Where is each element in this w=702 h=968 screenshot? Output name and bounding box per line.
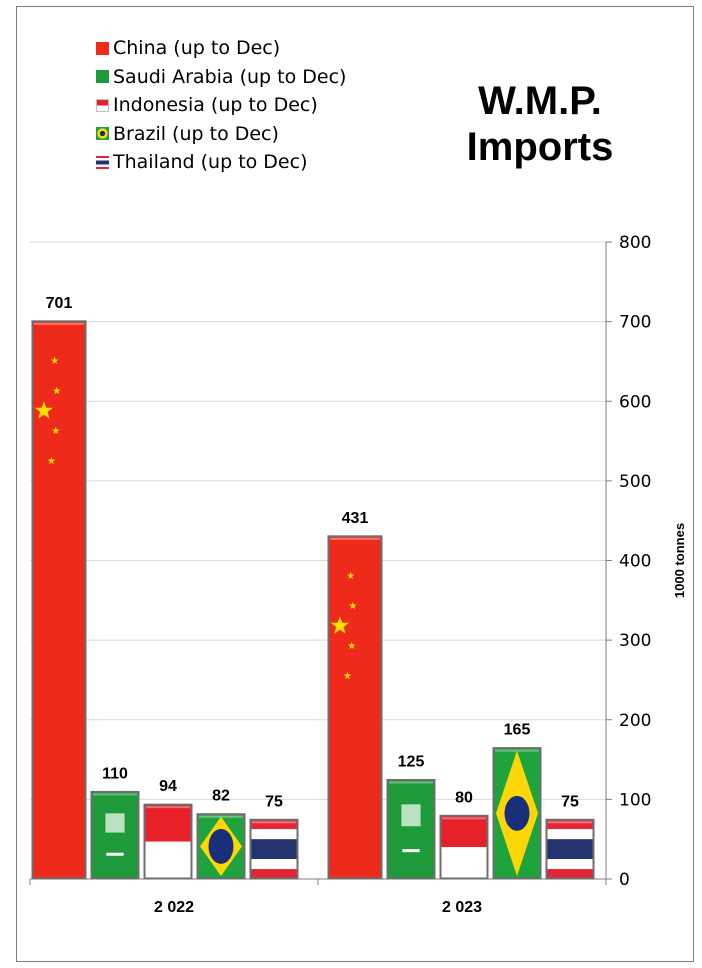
bar-thailand [249, 818, 299, 880]
bar-indonesia [439, 814, 489, 880]
y-tick-label: 0 [619, 870, 630, 890]
thailand-flag-icon [96, 155, 109, 169]
data-label: 110 [102, 765, 128, 782]
y-axis-label: 1000 tonnes [672, 523, 687, 598]
bar-brazil [492, 747, 542, 880]
legend-item-brazil: Brazil (up to Dec) [96, 120, 346, 149]
china-flag-icon [96, 41, 109, 55]
legend-item-thailand: Thailand (up to Dec) [96, 148, 346, 177]
chart-title-line: Imports [466, 125, 614, 169]
bar-china [327, 535, 383, 880]
bar-saudi-arabia [90, 790, 140, 880]
data-label: 82 [212, 788, 230, 805]
data-label: 75 [561, 793, 579, 810]
bar-brazil [196, 813, 246, 880]
legend-label: Thailand (up to Dec) [113, 151, 308, 174]
legend-label: China (up to Dec) [113, 37, 281, 60]
indonesia-flag-icon [96, 98, 109, 112]
y-tick-label: 400 [619, 552, 651, 572]
x-tick-label: 2 023 [442, 899, 482, 916]
chart-title-line: W.M.P. [478, 79, 602, 123]
saudi-arabia-flag-icon [96, 70, 109, 84]
bar-thailand [545, 818, 595, 880]
legend-label: Saudi Arabia (up to Dec) [113, 65, 347, 88]
chart-legend: China (up to Dec) Saudi Arabia (up to De… [96, 34, 346, 177]
brazil-flag-icon [96, 127, 109, 141]
y-tick-label: 300 [619, 631, 651, 651]
y-tick-label: 700 [619, 313, 651, 333]
y-tick-label: 500 [619, 472, 651, 492]
x-tick-label: 2 022 [154, 899, 194, 916]
data-label: 165 [504, 722, 531, 739]
data-label: 94 [159, 778, 177, 795]
data-label: 75 [265, 793, 283, 810]
y-tick-label: 100 [619, 790, 651, 810]
data-label: 125 [398, 753, 425, 770]
legend-item-china: China (up to Dec) [96, 34, 346, 63]
data-label: 80 [455, 789, 473, 806]
bar-indonesia [143, 803, 193, 880]
y-tick-label: 200 [619, 711, 651, 731]
legend-item-saudi-arabia: Saudi Arabia (up to Dec) [96, 63, 346, 92]
bar-saudi-arabia [386, 778, 436, 880]
data-label: 701 [46, 295, 73, 312]
y-tick-label: 600 [619, 392, 651, 412]
data-label: 431 [342, 510, 369, 527]
chart-title: W.M.P. Imports [440, 78, 640, 170]
bar-china [31, 320, 87, 880]
legend-label: Indonesia (up to Dec) [113, 94, 318, 117]
legend-label: Brazil (up to Dec) [113, 122, 279, 145]
legend-item-indonesia: Indonesia (up to Dec) [96, 91, 346, 120]
y-tick-label: 800 [619, 233, 651, 253]
